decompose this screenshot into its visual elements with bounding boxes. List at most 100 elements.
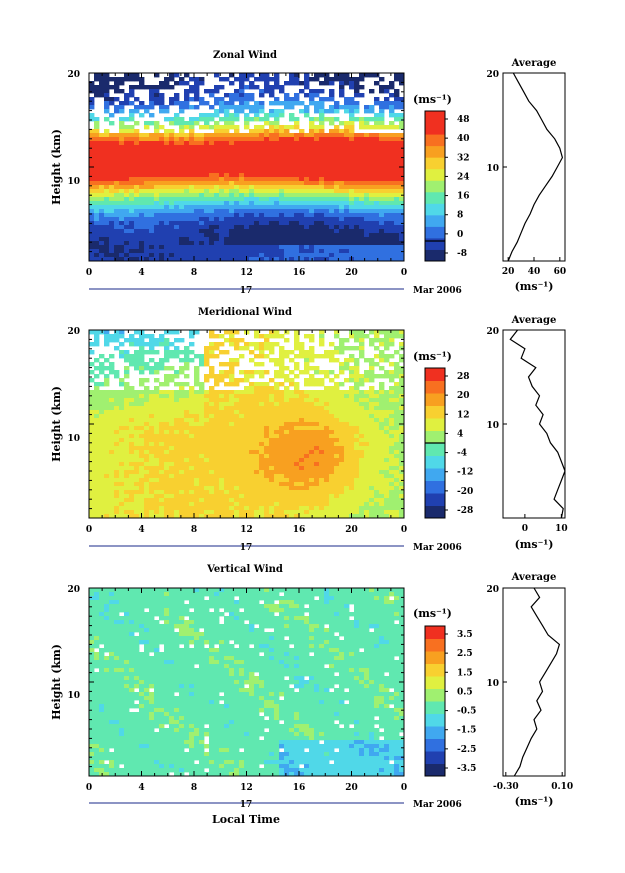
heatmap-cell: [119, 418, 125, 423]
heatmap-cell: [364, 434, 370, 439]
heatmap-cell: [334, 514, 340, 519]
x-tick-label: 12: [240, 268, 253, 278]
heatmap-cell: [199, 169, 205, 174]
heatmap-cell: [109, 233, 115, 238]
heatmap-cell: [204, 406, 210, 411]
heatmap-cell: [234, 342, 240, 347]
heatmap-cell: [279, 149, 285, 154]
heatmap-cell: [219, 213, 225, 218]
heatmap-cell: [234, 173, 240, 178]
heatmap-cell: [99, 189, 105, 194]
heatmap-cell: [149, 245, 155, 250]
heatmap-cell: [354, 374, 360, 379]
heatmap-cell: [359, 514, 365, 519]
heatmap-cell: [164, 141, 170, 146]
heatmap-cell: [149, 105, 155, 110]
heatmap-cell: [104, 422, 110, 427]
heatmap-cell: [324, 117, 330, 122]
heatmap-cell: [254, 237, 260, 242]
heatmap-cell: [299, 181, 305, 186]
heatmap-cell: [164, 229, 170, 234]
heatmap-cell: [194, 442, 200, 447]
heatmap-cell: [109, 338, 115, 343]
heatmap-cell: [364, 149, 370, 154]
heatmap-cell: [364, 141, 370, 146]
heatmap-cell: [224, 77, 230, 82]
heatmap-cell: [189, 482, 195, 487]
heatmap-cell: [134, 494, 140, 499]
heatmap-cell: [164, 490, 170, 495]
heatmap-cell: [284, 245, 290, 250]
heatmap-cell: [169, 426, 175, 431]
heatmap-cell: [209, 221, 215, 226]
heatmap-cell: [109, 414, 115, 419]
heatmap-cell: [274, 189, 280, 194]
heatmap-cell: [174, 478, 180, 483]
heatmap-cell: [129, 233, 135, 238]
heatmap-cell: [189, 506, 195, 511]
heatmap-cell: [149, 462, 155, 467]
heatmap-cell: [289, 414, 295, 419]
meridional-title: Meridional Wind: [198, 307, 292, 318]
heatmap-cell: [174, 161, 180, 166]
heatmap-cell: [269, 486, 275, 491]
heatmap-cell: [114, 502, 120, 507]
heatmap-cell: [264, 209, 270, 214]
heatmap-cell: [144, 245, 150, 250]
heatmap-cell: [174, 209, 180, 214]
heatmap-cell: [384, 249, 390, 254]
heatmap-cell: [369, 394, 375, 399]
heatmap-cell: [369, 193, 375, 198]
heatmap-cell: [249, 197, 255, 202]
heatmap-cell: [284, 153, 290, 158]
heatmap-cell: [134, 161, 140, 166]
heatmap-cell: [239, 462, 245, 467]
heatmap-cell: [124, 482, 130, 487]
heatmap-cell: [354, 402, 360, 407]
heatmap-cell: [114, 402, 120, 407]
heatmap-cell: [224, 438, 230, 443]
heatmap-cell: [254, 113, 260, 118]
heatmap-cell: [359, 213, 365, 218]
heatmap-cell: [219, 237, 225, 242]
heatmap-cell: [164, 217, 170, 222]
heatmap-cell: [324, 462, 330, 467]
heatmap-cell: [199, 430, 205, 435]
heatmap-cell: [204, 454, 210, 459]
heatmap-cell: [304, 390, 310, 395]
heatmap-cell: [304, 398, 310, 403]
heatmap-cell: [159, 225, 165, 230]
heatmap-cell: [229, 410, 235, 415]
heatmap-cell: [174, 470, 180, 475]
heatmap-cell: [134, 474, 140, 479]
heatmap-cell: [94, 165, 100, 170]
heatmap-cell: [264, 85, 270, 90]
heatmap-cell: [309, 185, 315, 190]
heatmap-cell: [214, 209, 220, 214]
heatmap-cell: [289, 149, 295, 154]
heatmap-cell: [304, 137, 310, 142]
heatmap-cell: [344, 77, 350, 82]
heatmap-cell: [384, 165, 390, 170]
heatmap-cell: [334, 438, 340, 443]
heatmap-cell: [374, 173, 380, 178]
heatmap-cell: [359, 141, 365, 146]
heatmap-cell: [179, 173, 185, 178]
heatmap-cell: [299, 398, 305, 403]
heatmap-cell: [154, 342, 160, 347]
heatmap-cell: [239, 97, 245, 102]
heatmap-cell: [89, 237, 95, 242]
heatmap-cell: [214, 462, 220, 467]
heatmap-cell: [224, 458, 230, 463]
heatmap-cell: [369, 245, 375, 250]
heatmap-cell: [134, 197, 140, 202]
heatmap-cell: [289, 390, 295, 395]
heatmap-cell: [339, 498, 345, 503]
heatmap-cell: [354, 189, 360, 194]
heatmap-cell: [194, 77, 200, 82]
heatmap-cell: [144, 450, 150, 455]
heatmap-cell: [384, 245, 390, 250]
heatmap-cell: [184, 506, 190, 511]
heatmap-cell: [269, 157, 275, 162]
heatmap-cell: [319, 253, 325, 258]
